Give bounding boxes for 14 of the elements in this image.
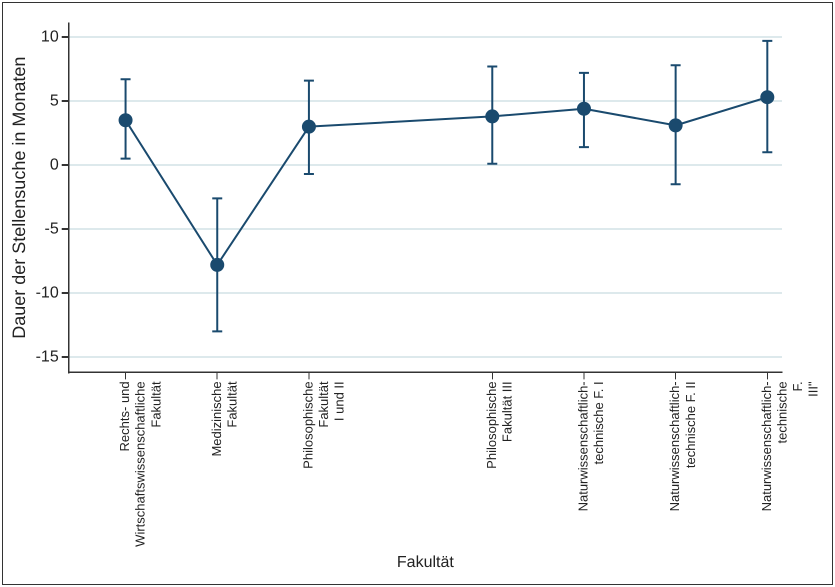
x-axis-title: Fakultät	[396, 554, 454, 571]
y-tick-label: 5	[50, 92, 59, 110]
y-axis-title: Dauer der Stellensuche in Monaten	[8, 56, 29, 339]
y-tick-label: -10	[36, 284, 59, 302]
y-tick-label: 10	[40, 28, 59, 46]
x-tick-label: Medizinische Fakultät	[208, 380, 240, 457]
x-tick-label: Rechts- und Wirtschaftswissenschaftliche Fakultät	[117, 380, 164, 547]
x-tick-label: Philosophische Fakultät III	[484, 381, 514, 469]
x-tick-label: Naturwissenschaftlich- technische F. I	[576, 381, 606, 512]
x-tick-label: Philosophische Fakultät I und II	[300, 380, 347, 469]
y-tick-label: 0	[50, 156, 59, 174]
y-tick-label: -5	[44, 220, 59, 238]
y-tick-label: -15	[36, 348, 59, 366]
x-tick-label: Naturwissenschaftlich- technische F. III"	[758, 380, 821, 512]
